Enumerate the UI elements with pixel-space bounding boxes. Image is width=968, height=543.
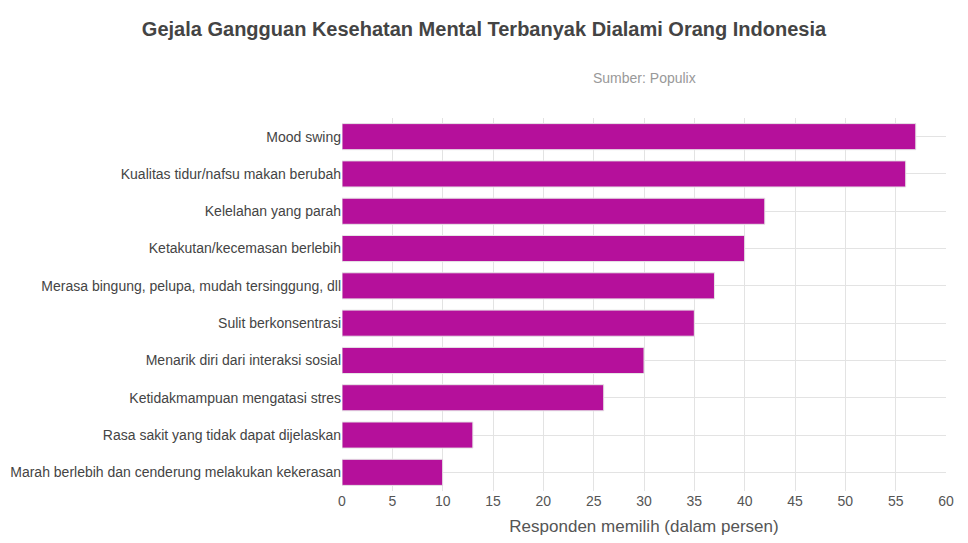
svg-text:25: 25 [586,493,602,509]
svg-text:Marah berlebih dan cenderung m: Marah berlebih dan cenderung melakukan k… [10,464,341,480]
svg-text:Sumber: Populix: Sumber: Populix [593,70,696,86]
svg-text:Merasa bingung, pelupa, mudah: Merasa bingung, pelupa, mudah tersinggun… [41,278,341,294]
svg-text:Responden memilih (dalam perse: Responden memilih (dalam persen) [509,517,778,536]
svg-text:40: 40 [737,493,753,509]
svg-text:Gejala Gangguan Kesehatan Ment: Gejala Gangguan Kesehatan Mental Terbany… [142,18,827,40]
svg-text:Sulit berkonsentrasi: Sulit berkonsentrasi [218,315,341,331]
svg-text:Menarik diri dari interaksi so: Menarik diri dari interaksi sosial [146,352,341,368]
svg-text:20: 20 [536,493,552,509]
svg-text:30: 30 [636,493,652,509]
svg-text:Ketidakmampuan mengatasi stres: Ketidakmampuan mengatasi stres [129,390,341,406]
svg-text:Rasa sakit yang tidak dapat di: Rasa sakit yang tidak dapat dijelaskan [103,427,341,443]
svg-text:Kelelahan yang parah: Kelelahan yang parah [205,203,341,219]
svg-text:Ketakutan/kecemasan berlebih: Ketakutan/kecemasan berlebih [149,240,341,256]
svg-text:45: 45 [787,493,803,509]
svg-text:35: 35 [687,493,703,509]
svg-text:Mood swing: Mood swing [266,129,341,145]
svg-text:60: 60 [938,493,954,509]
svg-text:0: 0 [338,493,346,509]
svg-text:55: 55 [888,493,904,509]
svg-text:15: 15 [485,493,501,509]
svg-text:50: 50 [838,493,854,509]
svg-text:Kualitas tidur/nafsu makan ber: Kualitas tidur/nafsu makan berubah [121,166,341,182]
svg-text:5: 5 [388,493,396,509]
svg-text:10: 10 [435,493,451,509]
